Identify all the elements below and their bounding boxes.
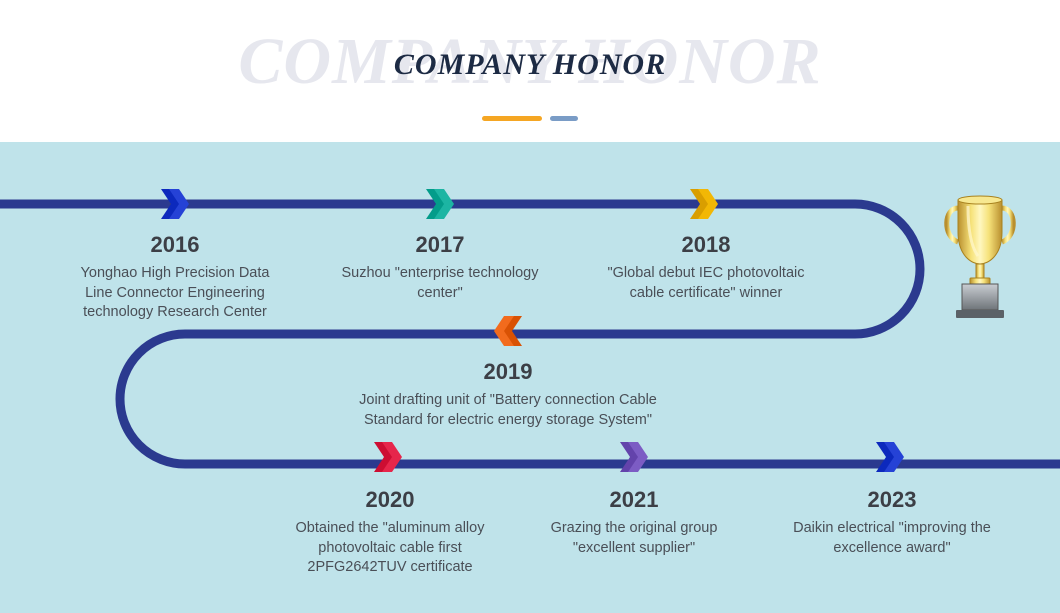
- milestone-description: Obtained the "aluminum alloy photovoltai…: [280, 519, 500, 578]
- timeline-milestone: 2019 Joint drafting unit of "Battery conn…: [358, 359, 658, 430]
- milestone-year: 2021: [529, 487, 739, 513]
- milestone-year: 2017: [330, 232, 550, 258]
- chevron-icon: [620, 442, 648, 472]
- timeline-milestone: 2021 Grazing the original group "excellen…: [529, 487, 739, 558]
- milestone-year: 2019: [358, 359, 658, 385]
- timeline-milestone: 2023 Daikin electrical "improving the exc…: [777, 487, 1007, 558]
- chevron-icon: [876, 442, 904, 472]
- milestone-description: Yonghao High Precision Data Line Connect…: [70, 264, 280, 323]
- chevron-icon: [426, 189, 454, 219]
- milestone-description: "Global debut IEC photovoltaic cable cer…: [591, 264, 821, 303]
- milestone-description: Joint drafting unit of "Battery connecti…: [358, 391, 658, 430]
- divider-dash-primary: [482, 116, 542, 121]
- timeline-milestone: 2020 Obtained the "aluminum alloy photovo…: [280, 487, 500, 578]
- chevron-icon: [161, 189, 189, 219]
- milestone-description: Daikin electrical "improving the excelle…: [777, 519, 1007, 558]
- page-title: COMPANY HONOR: [0, 48, 1060, 82]
- header: COMPANY HONOR COMPANY HONOR: [0, 0, 1060, 140]
- milestone-year: 2018: [591, 232, 821, 258]
- timeline-milestone: 2018 "Global debut IEC photovoltaic cable…: [591, 232, 821, 303]
- milestone-year: 2023: [777, 487, 1007, 513]
- trophy-icon: [940, 192, 1020, 327]
- timeline-area: 2016 Yonghao High Precision Data Line Con…: [0, 142, 1060, 613]
- milestone-description: Grazing the original group "excellent su…: [529, 519, 739, 558]
- timeline-milestone: 2017 Suzhou "enterprise technology center…: [330, 232, 550, 303]
- milestone-description: Suzhou "enterprise technology center": [330, 264, 550, 303]
- chevron-icon: [494, 316, 522, 346]
- chevron-icon: [374, 442, 402, 472]
- milestone-year: 2020: [280, 487, 500, 513]
- title-divider: [482, 116, 578, 121]
- milestone-year: 2016: [70, 232, 280, 258]
- chevron-icon: [690, 189, 718, 219]
- timeline-milestone: 2016 Yonghao High Precision Data Line Con…: [70, 232, 280, 323]
- divider-dash-secondary: [550, 116, 578, 121]
